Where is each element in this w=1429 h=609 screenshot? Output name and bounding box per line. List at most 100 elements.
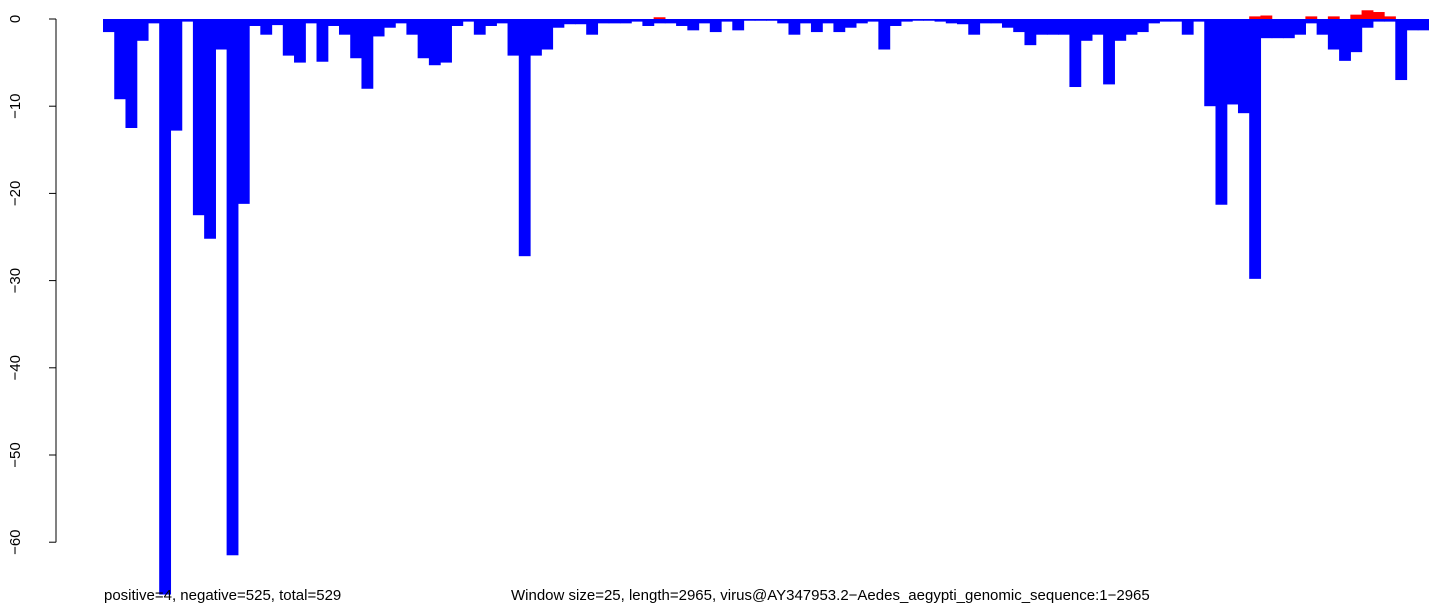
bar-negative: [1024, 19, 1037, 46]
bar-negative: [844, 19, 857, 28]
bar-negative: [170, 19, 183, 131]
bar-negative: [934, 19, 947, 22]
bar-negative: [226, 19, 239, 556]
bar-negative: [1260, 19, 1273, 39]
bar-positive: [1361, 10, 1374, 19]
bar-negative: [1271, 19, 1284, 39]
bar-negative: [406, 19, 419, 35]
caption-window-info: Window size=25, length=2965, virus@AY347…: [511, 587, 1150, 604]
bar-negative: [709, 19, 722, 33]
bar-negative: [305, 19, 318, 24]
bar-negative: [462, 19, 475, 22]
bar-negative: [260, 19, 273, 35]
bar-negative: [147, 19, 160, 24]
bar-negative: [114, 19, 127, 100]
bar-negative: [552, 19, 565, 28]
bar-negative: [1361, 19, 1374, 28]
bar-negative: [271, 19, 284, 26]
y-tick-label: −60: [7, 529, 24, 554]
bar-negative: [653, 19, 666, 24]
bar-negative: [1181, 19, 1194, 35]
bar-negative: [878, 19, 891, 50]
y-tick-label: 0: [7, 15, 24, 23]
bar-negative: [125, 19, 138, 128]
bar-negative: [1282, 19, 1295, 39]
bar-negative: [507, 19, 520, 56]
bar-negative: [923, 19, 936, 21]
bar-negative: [451, 19, 464, 26]
bar-positive: [1372, 12, 1385, 19]
bar-negative: [541, 19, 554, 50]
y-tick-label: −20: [7, 181, 24, 206]
bar-negative: [664, 19, 677, 24]
bar-positive: [653, 17, 666, 19]
bar-negative: [1114, 19, 1127, 41]
bar-negative: [530, 19, 542, 56]
bar-positive: [1260, 15, 1273, 19]
bar-negative: [417, 19, 430, 59]
bar-negative: [563, 19, 576, 25]
bar-negative: [1237, 19, 1250, 114]
bar-positive: [1327, 16, 1340, 19]
bar-negative: [1193, 19, 1205, 22]
bar-negative: [754, 19, 767, 21]
bar-negative: [1406, 19, 1419, 31]
bar-negative: [990, 19, 1003, 24]
bar-negative: [1294, 19, 1306, 35]
bar-negative: [1159, 19, 1172, 22]
bar-negative: [103, 19, 115, 33]
bar-negative: [766, 19, 778, 21]
bar-negative: [136, 19, 149, 41]
bar-negative: [799, 19, 812, 24]
bar-negative: [395, 19, 408, 24]
bar-negative: [608, 19, 621, 24]
bar-negative: [383, 19, 396, 28]
bar-negative: [1372, 19, 1385, 22]
bar-negative: [1249, 19, 1262, 279]
bar-negative: [1148, 19, 1160, 24]
y-tick-label: −50: [7, 442, 24, 467]
bar-negative: [721, 19, 733, 22]
bars-group: [103, 19, 1429, 595]
bar-negative: [361, 19, 374, 89]
bar-negative: [1204, 19, 1217, 107]
bar-negative: [1080, 19, 1093, 41]
bar-positive: [1249, 16, 1262, 19]
bar-negative: [833, 19, 846, 33]
bar-negative: [473, 19, 486, 35]
bar-negative: [642, 19, 655, 26]
bar-negative: [1215, 19, 1228, 205]
bar-negative: [1103, 19, 1115, 85]
bar-negative: [215, 19, 228, 50]
bar-negative: [1384, 19, 1396, 22]
bar-negative: [249, 19, 261, 26]
bar-negative: [485, 19, 497, 26]
bar-positive: [1384, 16, 1396, 19]
bar-negative: [428, 19, 441, 66]
positive-bars-group: [653, 10, 1396, 19]
bar-negative: [237, 19, 250, 204]
bar-negative: [810, 19, 823, 33]
bar-negative: [327, 19, 340, 26]
caption-counts: positive=4, negative=525, total=529: [104, 587, 342, 604]
bar-negative: [1339, 19, 1351, 61]
bar-negative: [1046, 19, 1059, 35]
bar-negative: [282, 19, 295, 56]
bar-positive: [1305, 16, 1318, 19]
bar-negative: [1069, 19, 1082, 88]
bar-negative: [619, 19, 632, 24]
bar-negative: [518, 19, 531, 257]
bar-negative: [1395, 19, 1408, 81]
bar-negative: [316, 19, 329, 62]
bar-negative: [676, 19, 688, 26]
bar-negative: [350, 19, 363, 59]
bar-negative: [687, 19, 700, 31]
bar-negative: [945, 19, 958, 24]
bar-negative: [867, 19, 879, 22]
bar-negative: [1136, 19, 1149, 33]
bar-negative: [496, 19, 509, 24]
bar-negative: [192, 19, 205, 216]
bar-negative: [743, 19, 756, 21]
bar-negative: [372, 19, 385, 37]
